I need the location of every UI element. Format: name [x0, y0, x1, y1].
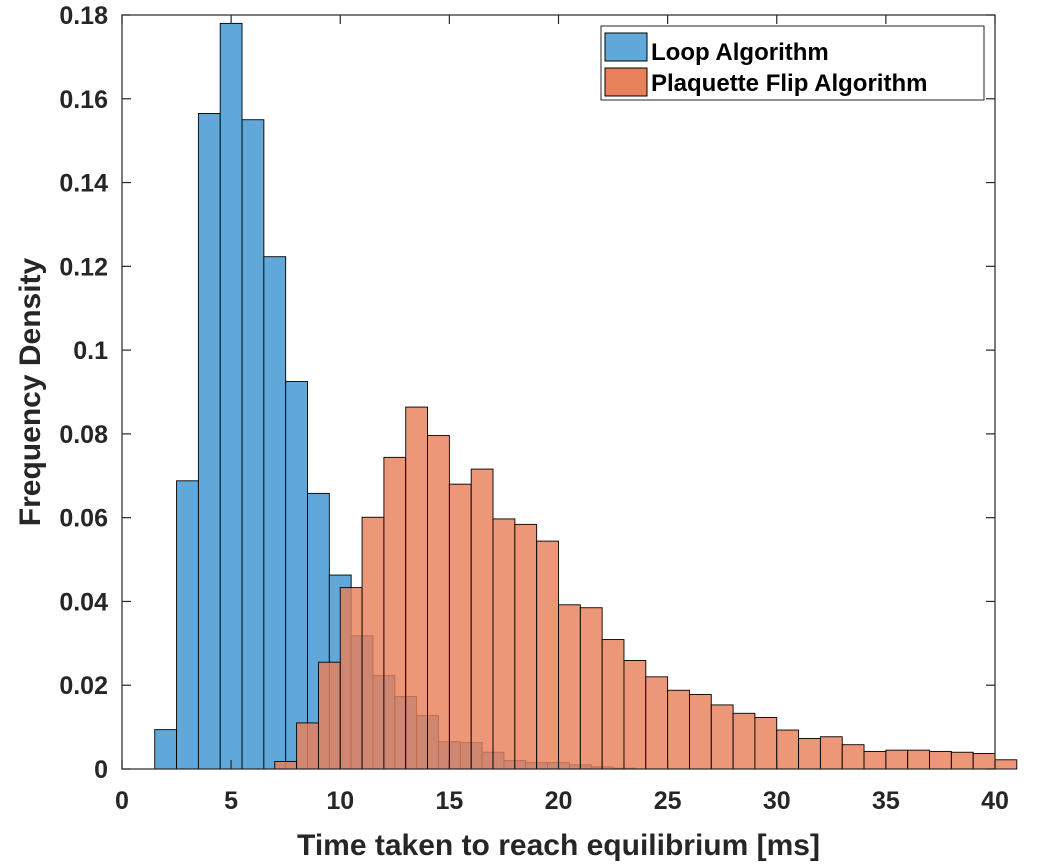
plaquette-bar-8	[448, 483, 472, 770]
legend-swatch-loop	[604, 32, 648, 62]
plaquette-bar-6	[405, 406, 429, 770]
loop-bar-1	[176, 480, 199, 770]
plaquette-bar-17	[645, 676, 669, 770]
x-tick-label-7: 35	[872, 787, 900, 815]
plaquette-bar-24	[798, 737, 821, 770]
y-axis-ticks: 0 0.02 0.04 0.06 0.08 0.1 0.12 0.14 0.16 0.18	[59, 2, 995, 784]
y-tick-label-5: 0.1	[73, 337, 108, 365]
plaquette-bar-18	[667, 689, 690, 770]
x-tick-label-5: 25	[654, 787, 682, 815]
plaquette-bar-25	[819, 736, 843, 770]
plaquette-bar-22	[754, 717, 778, 770]
plaquette-bar-28	[885, 749, 909, 770]
loop-algorithm-bars	[154, 22, 636, 770]
y-tick-label-4: 0.08	[59, 421, 108, 449]
plaquette-bar-27	[863, 750, 887, 770]
plaquette-bar-32	[972, 753, 996, 770]
loop-bar-5	[263, 256, 287, 770]
legend-swatch-plaquette	[604, 67, 648, 97]
legend: Loop Algorithm Plaquette Flip Algorithm	[600, 25, 985, 101]
plaquette-bar-1	[296, 722, 319, 770]
plaquette-bar-0	[274, 761, 298, 770]
loop-bar-2	[197, 112, 221, 770]
y-tick-label-9: 0.18	[59, 2, 108, 30]
plaquette-flip-bars	[274, 406, 1018, 770]
plaquette-bar-23	[776, 729, 800, 770]
y-tick-label-7: 0.14	[59, 170, 108, 198]
x-tick-label-0: 0	[115, 787, 129, 815]
y-axis-label: Frequency Density	[14, 257, 47, 526]
x-tick-label-4: 20	[545, 787, 573, 815]
plaquette-bar-29	[907, 749, 930, 770]
plaquette-bar-14	[579, 607, 603, 770]
x-tick-label-8: 40	[981, 787, 1009, 815]
plaquette-bar-12	[536, 540, 559, 770]
legend-box	[600, 25, 985, 101]
x-tick-label-2: 10	[326, 787, 354, 815]
plaquette-bar-16	[623, 660, 647, 770]
loop-bar-3	[219, 22, 243, 770]
x-tick-label-3: 15	[435, 787, 463, 815]
legend-label-plaquette: Plaquette Flip Algorithm	[651, 70, 927, 97]
x-axis-ticks: 0 5 10 15 20 25 30 35 40	[115, 15, 1009, 815]
loop-bar-4	[241, 119, 265, 770]
plaquette-bar-19	[689, 693, 712, 770]
y-tick-label-3: 0.06	[59, 505, 108, 533]
plaquette-bar-15	[601, 639, 625, 770]
plaquette-bar-5	[383, 456, 407, 770]
y-tick-label-6: 0.12	[59, 253, 108, 281]
x-tick-label-6: 30	[763, 787, 791, 815]
x-axis-label: Time taken to reach equilibrium [ms]	[297, 829, 820, 862]
plaquette-bar-20	[710, 704, 734, 770]
x-tick-label-1: 5	[224, 787, 238, 815]
loop-bar-6	[285, 381, 308, 770]
y-tick-label-1: 0.02	[59, 672, 108, 700]
plaquette-bar-31	[950, 751, 974, 770]
plaquette-bar-7	[427, 435, 450, 770]
plaquette-bar-2	[317, 661, 341, 770]
loop-bar-0	[154, 729, 178, 770]
plaquette-bar-10	[492, 518, 516, 770]
y-tick-label-8: 0.16	[59, 86, 108, 114]
plaquette-bar-30	[929, 750, 952, 770]
plaquette-bar-9	[470, 468, 494, 770]
y-tick-label-0: 0	[94, 756, 108, 784]
plaquette-bar-33	[994, 759, 1018, 770]
plaquette-bar-21	[732, 712, 756, 770]
plaquette-bar-13	[558, 604, 581, 770]
plaquette-bar-26	[841, 744, 865, 770]
plaquette-bar-3	[339, 587, 363, 770]
plaquette-bar-11	[514, 523, 538, 770]
y-tick-label-2: 0.04	[59, 588, 108, 616]
legend-label-loop: Loop Algorithm	[651, 39, 829, 66]
plaquette-bar-4	[361, 516, 385, 770]
